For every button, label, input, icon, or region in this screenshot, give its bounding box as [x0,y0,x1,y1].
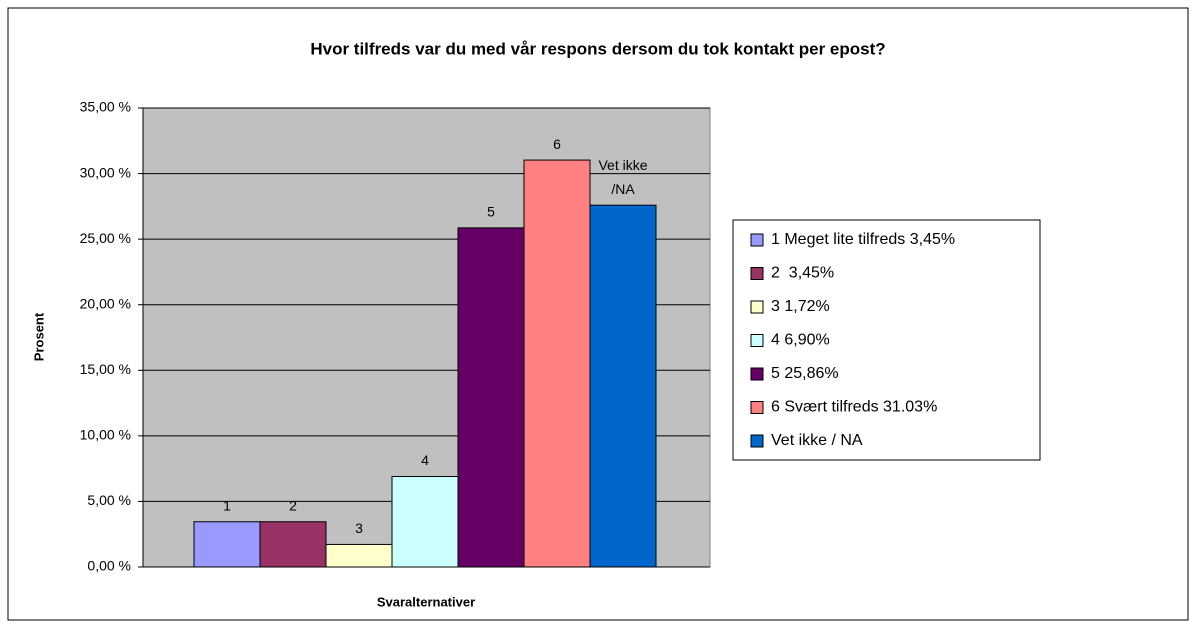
data-label: 6 [553,136,561,152]
y-axis-title: Prosent [31,312,46,361]
data-label: 1 [223,497,231,513]
bar [523,159,591,568]
bar [259,521,327,568]
legend-swatch [750,434,764,448]
y-tick-label: 20,00 % [80,295,131,311]
legend-swatch [750,233,764,247]
y-tick-label: 10,00 % [80,427,131,443]
bar [391,476,459,568]
legend-label: Vet ikke / NA [771,432,863,449]
y-tick-label: 35,00 % [80,99,131,115]
y-tick-label: 0,00 % [87,558,131,574]
bar [589,204,657,568]
y-tick-label: 30,00 % [80,164,131,180]
legend-label: 5 25,86% [771,365,839,382]
legend-box [732,219,1041,461]
legend-label: 3 1,72% [771,298,830,315]
y-tick-label: 25,00 % [80,230,131,246]
data-label: /NA [611,181,635,197]
data-label: 2 [289,497,297,513]
data-label: 5 [487,204,495,220]
legend-swatch [750,401,764,414]
bar [193,521,261,568]
legend-label: 2 3,45% [771,265,834,282]
legend-label: 4 6,90% [771,332,830,349]
chart-title: Hvor tilfreds var du med vår respons der… [310,39,885,58]
bar [457,227,525,568]
legend-label: 6 Svært tilfreds 31.03% [771,399,937,416]
x-axis-title: Svaralternativer [377,594,475,609]
data-label: 4 [421,452,429,468]
legend-swatch [750,367,764,381]
data-label: 3 [355,520,363,536]
legend-swatch [750,267,764,280]
legend-swatch [750,334,764,347]
legend-swatch [750,300,764,314]
data-label: Vet ikke [598,157,647,173]
legend-label: 1 Meget lite tilfreds 3,45% [771,231,955,248]
y-tick-label: 15,00 % [80,361,131,377]
y-tick-label: 5,00 % [87,492,131,508]
bar [325,543,393,568]
